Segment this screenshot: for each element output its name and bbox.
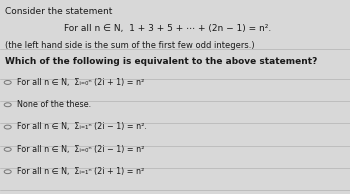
Text: For all n ∈ N,  Σᵢ₌₁ⁿ (2i − 1) = n².: For all n ∈ N, Σᵢ₌₁ⁿ (2i − 1) = n². [17,122,147,131]
Text: None of the these.: None of the these. [17,100,91,109]
Text: (the left hand side is the sum of the first few odd integers.): (the left hand side is the sum of the fi… [5,41,255,50]
Text: For all n ∈ N,  Σᵢ₌₁ⁿ (2i + 1) = n²: For all n ∈ N, Σᵢ₌₁ⁿ (2i + 1) = n² [17,167,144,176]
Text: Consider the statement: Consider the statement [5,7,113,16]
Text: Which of the following is equivalent to the above statement?: Which of the following is equivalent to … [5,57,318,66]
Text: For all n ∈ N,  1 + 3 + 5 + ⋯ + (2n − 1) = n².: For all n ∈ N, 1 + 3 + 5 + ⋯ + (2n − 1) … [64,24,272,33]
Text: For all n ∈ N,  Σᵢ₌₀ⁿ (2i + 1) = n²: For all n ∈ N, Σᵢ₌₀ⁿ (2i + 1) = n² [17,78,144,87]
Text: For all n ∈ N,  Σᵢ₌₀ⁿ (2i − 1) = n²: For all n ∈ N, Σᵢ₌₀ⁿ (2i − 1) = n² [17,145,144,153]
